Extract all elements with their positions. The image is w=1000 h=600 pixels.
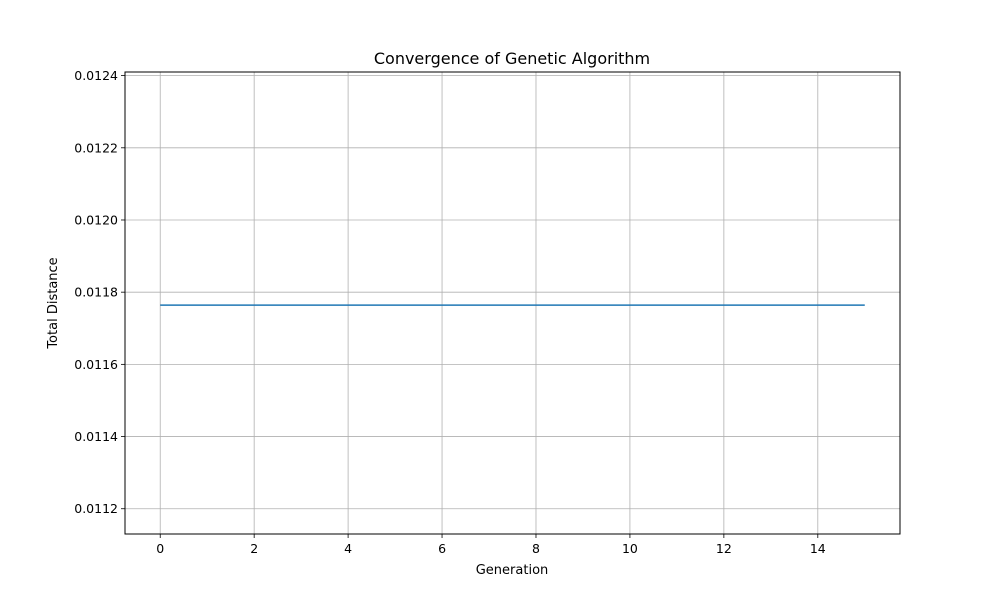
x-tick-label: 12	[716, 541, 732, 556]
x-axis: 0 2 4 6 8 10 12 14	[156, 534, 826, 556]
plot-frame	[124, 71, 901, 535]
y-tick-label: 0.0112	[74, 501, 118, 516]
y-tick-label: 0.0120	[74, 212, 118, 227]
y-tick-label: 0.0114	[74, 429, 118, 444]
x-tick-label: 0	[156, 541, 164, 556]
x-axis-label: Generation	[476, 563, 549, 578]
y-tick-label: 0.0116	[74, 357, 118, 372]
grid-layer	[125, 72, 900, 534]
x-tick-label: 10	[622, 541, 638, 556]
y-tick-label: 0.0124	[74, 68, 118, 83]
y-tick-label: 0.0122	[74, 140, 118, 155]
y-axis: 0.0112 0.0114 0.0116 0.0118 0.0120 0.0122 0.01…	[74, 68, 125, 516]
x-tick-label: 14	[810, 541, 826, 556]
y-tick-label: 0.0118	[74, 285, 118, 300]
x-tick-label: 8	[532, 541, 540, 556]
chart-title: Convergence of Genetic Algorithm	[374, 49, 650, 68]
x-tick-label: 6	[438, 541, 446, 556]
y-axis-label: Total Distance	[46, 257, 61, 349]
x-tick-label: 2	[250, 541, 258, 556]
x-tick-label: 4	[344, 541, 352, 556]
